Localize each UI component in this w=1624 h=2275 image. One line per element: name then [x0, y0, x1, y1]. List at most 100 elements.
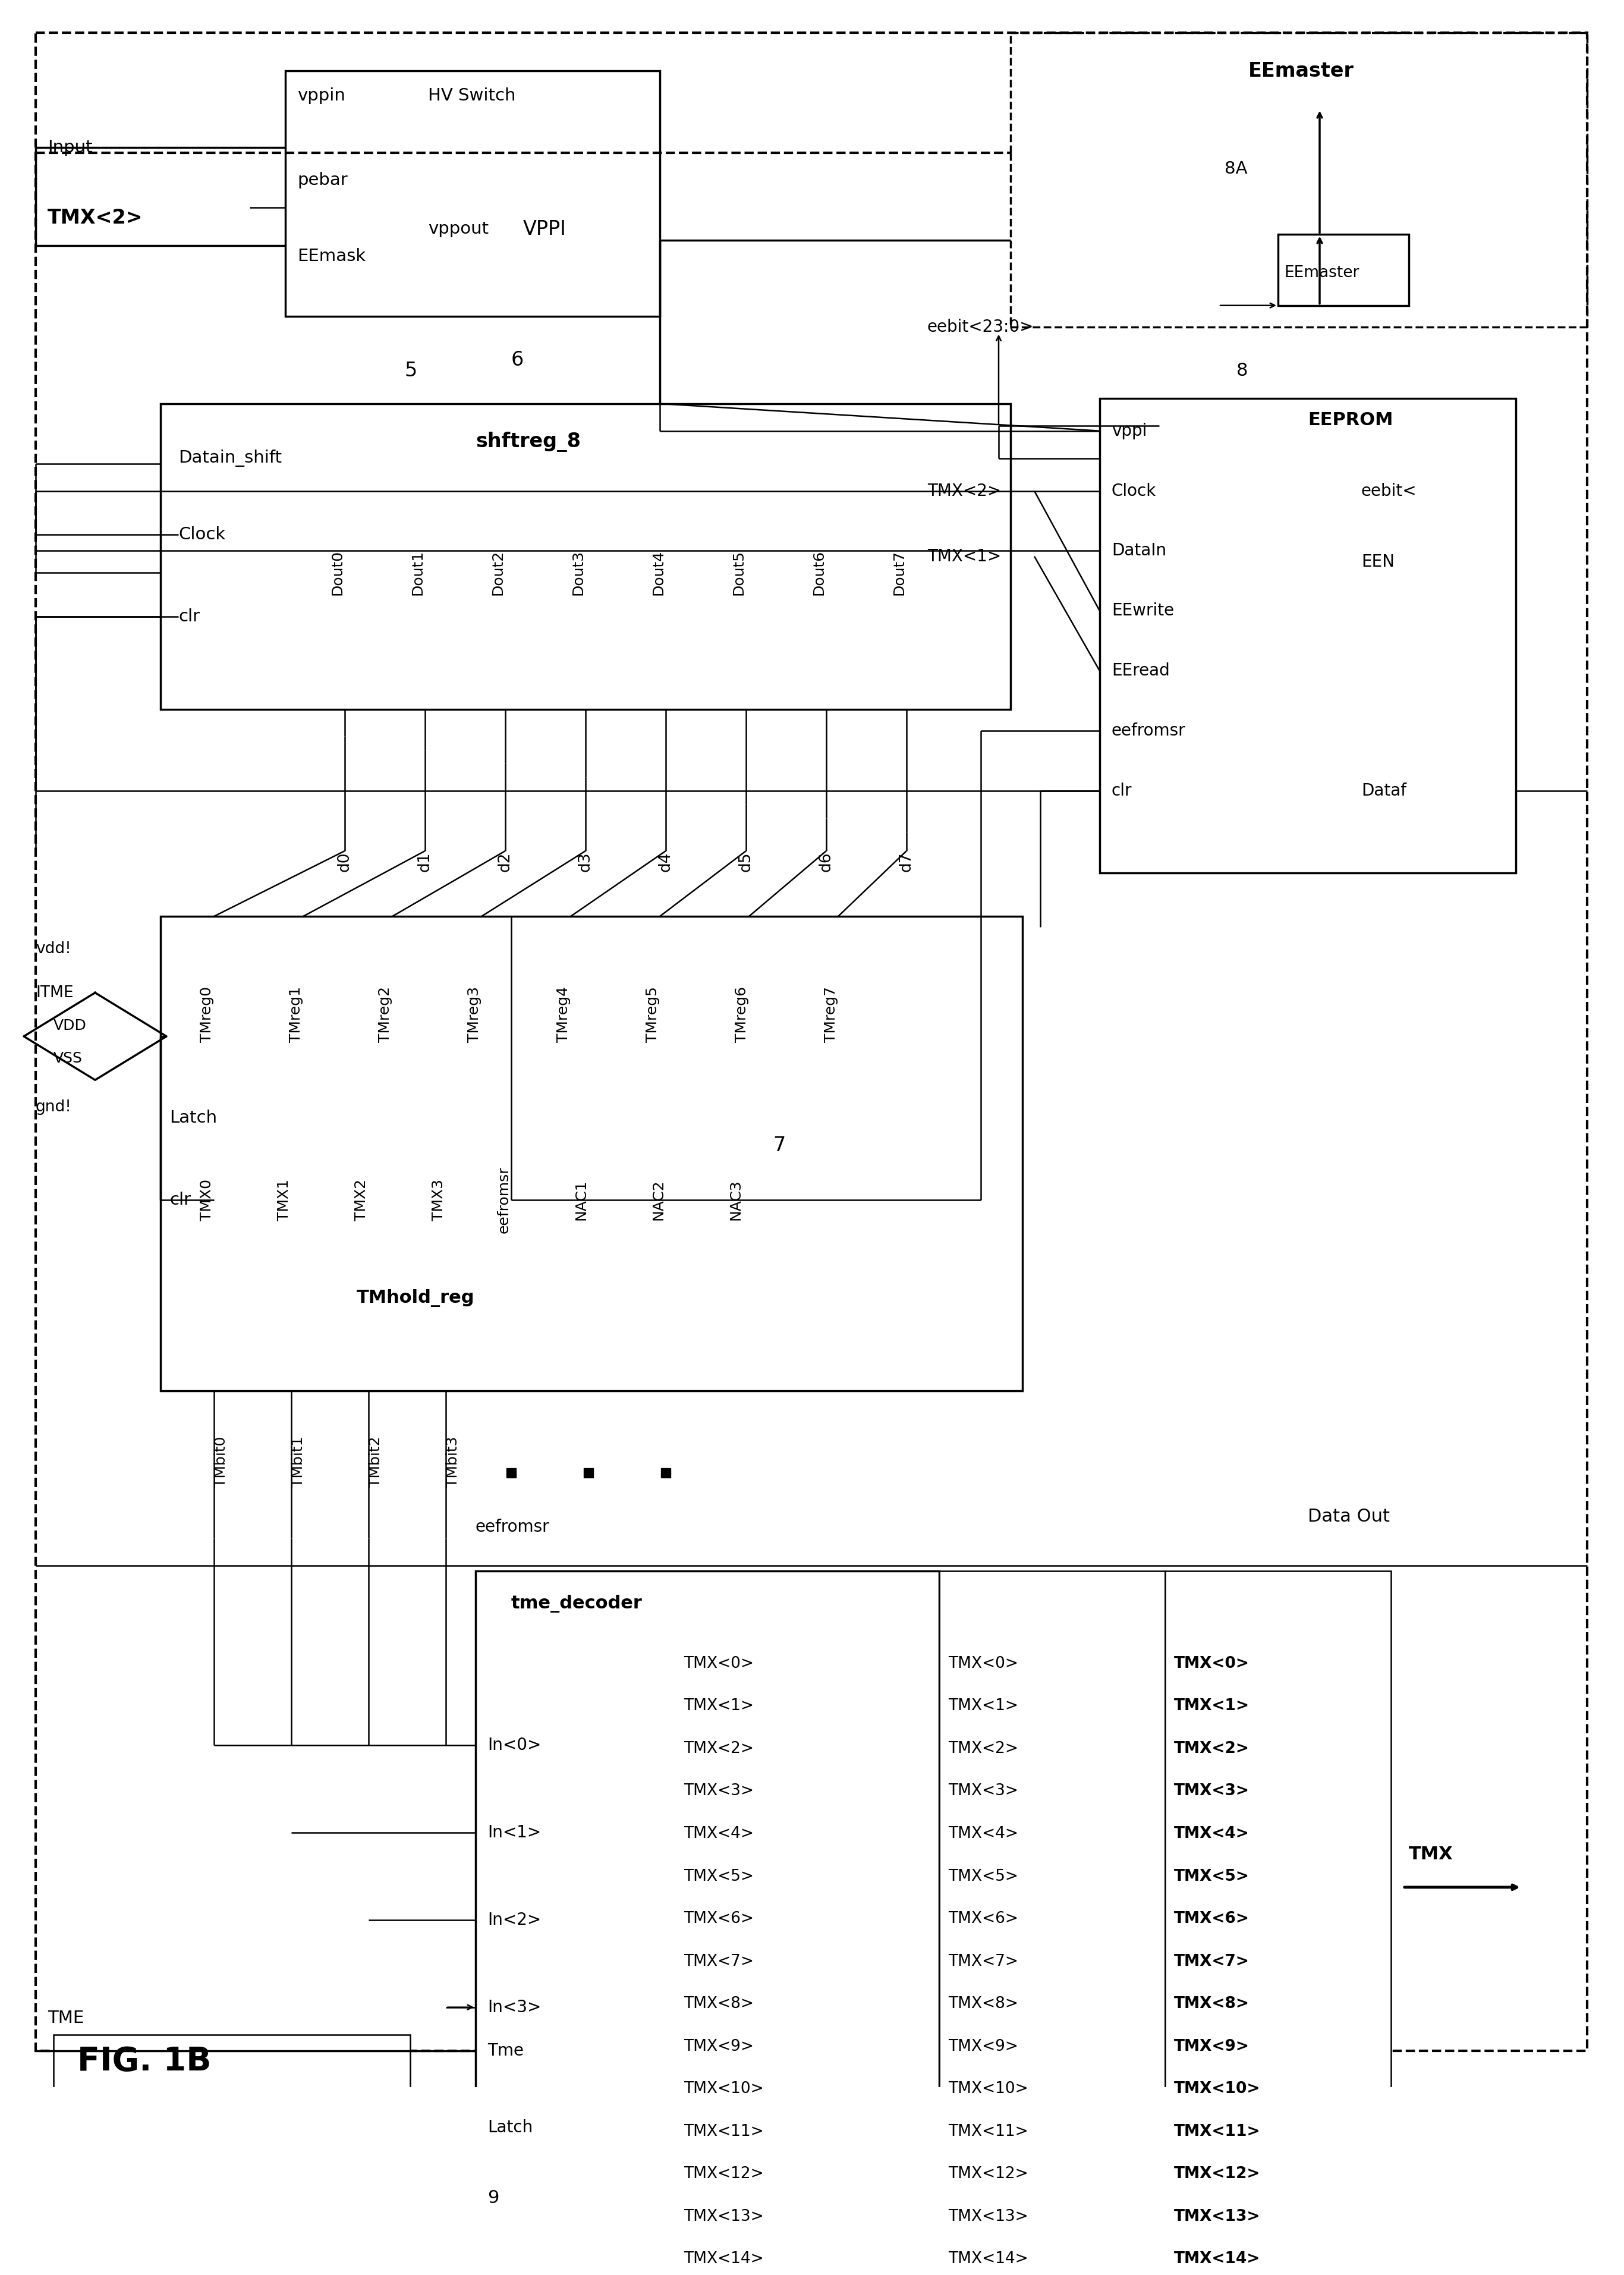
Text: TMX<14>: TMX<14> — [684, 2252, 763, 2266]
Text: TMX<10>: TMX<10> — [1174, 2082, 1260, 2098]
Text: TMbit0: TMbit0 — [214, 1436, 229, 1488]
Text: d1: d1 — [417, 851, 432, 871]
Text: TMX<14>: TMX<14> — [1174, 2252, 1260, 2266]
Text: d4: d4 — [658, 851, 674, 871]
Text: vppout: vppout — [429, 221, 489, 237]
Text: TMX3: TMX3 — [432, 1178, 447, 1222]
Text: d2: d2 — [497, 851, 513, 871]
Text: Dout3: Dout3 — [572, 551, 586, 596]
Text: EEN: EEN — [1361, 553, 1395, 571]
Text: Dout6: Dout6 — [812, 551, 827, 596]
Text: TMX<7>: TMX<7> — [1174, 1954, 1249, 1970]
Text: TMX<12>: TMX<12> — [948, 2166, 1028, 2182]
Text: TMX: TMX — [1408, 1845, 1453, 1863]
Text: TMX<7>: TMX<7> — [948, 1954, 1018, 1970]
Text: TMreg0: TMreg0 — [200, 987, 214, 1042]
Text: TMX<1>: TMX<1> — [948, 1699, 1018, 1713]
Text: Clock: Clock — [179, 526, 226, 544]
Text: Clock: Clock — [1111, 482, 1156, 498]
Text: d3: d3 — [578, 851, 593, 871]
Text: TMX<11>: TMX<11> — [1174, 2125, 1260, 2138]
Text: TMreg5: TMreg5 — [646, 987, 659, 1042]
Text: TMX<11>: TMX<11> — [948, 2125, 1028, 2138]
Text: TMX0: TMX0 — [200, 1178, 214, 1222]
Text: TMX<3>: TMX<3> — [1174, 1784, 1249, 1800]
Text: TME: TME — [47, 2009, 84, 2027]
Text: Datain_shift: Datain_shift — [179, 450, 283, 466]
Text: Data Out: Data Out — [1307, 1508, 1390, 1524]
Text: VDD: VDD — [54, 1019, 86, 1033]
Text: EEmaster: EEmaster — [1249, 61, 1354, 80]
Bar — [1164, 1570, 1392, 2225]
Text: EEwrite: EEwrite — [1111, 603, 1174, 619]
Text: eefromsr: eefromsr — [476, 1520, 549, 1536]
Text: TMX<9>: TMX<9> — [948, 2038, 1018, 2054]
Text: In<0>: In<0> — [487, 1738, 541, 1754]
Text: VSS: VSS — [54, 1051, 83, 1065]
Text: TMreg7: TMreg7 — [823, 987, 838, 1042]
Text: Latch: Latch — [487, 2118, 533, 2136]
Text: TMX<2>: TMX<2> — [47, 209, 143, 228]
Text: d6: d6 — [818, 851, 835, 871]
Text: gnd!: gnd! — [36, 1099, 71, 1115]
Text: shftreg_8: shftreg_8 — [476, 432, 581, 453]
Text: TMX<6>: TMX<6> — [1174, 1911, 1249, 1927]
Text: TMX<4>: TMX<4> — [948, 1827, 1018, 1840]
Text: TMX<10>: TMX<10> — [948, 2082, 1028, 2098]
Text: TMX1: TMX1 — [278, 1178, 291, 1222]
Text: TMX2: TMX2 — [354, 1178, 369, 1222]
Text: TMX<0>: TMX<0> — [948, 1656, 1018, 1672]
Text: eebit<23:0>: eebit<23:0> — [927, 319, 1034, 337]
Text: TMX<9>: TMX<9> — [684, 2038, 754, 2054]
Text: vppin: vppin — [297, 86, 346, 105]
Text: TMX<3>: TMX<3> — [948, 1784, 1018, 1800]
Text: EEmaster: EEmaster — [1285, 264, 1359, 280]
Text: eebit<: eebit< — [1361, 482, 1416, 498]
Text: 6: 6 — [512, 350, 525, 371]
Bar — [1278, 234, 1408, 305]
Text: TMX<14>: TMX<14> — [948, 2252, 1028, 2266]
Text: 9: 9 — [487, 2189, 499, 2207]
Text: TMX<9>: TMX<9> — [1174, 2038, 1249, 2054]
Text: TMX<2>: TMX<2> — [948, 1740, 1018, 1756]
Text: TMX<2>: TMX<2> — [927, 482, 1000, 498]
Text: TMX<0>: TMX<0> — [684, 1656, 754, 1672]
Text: In<3>: In<3> — [487, 2000, 541, 2016]
Text: TMX<10>: TMX<10> — [684, 2082, 763, 2098]
Text: TMreg2: TMreg2 — [378, 987, 393, 1042]
Text: clr: clr — [169, 1192, 192, 1208]
Text: Dout5: Dout5 — [732, 551, 745, 596]
Text: TMbit2: TMbit2 — [369, 1436, 383, 1488]
Text: TMX<1>: TMX<1> — [927, 548, 1000, 564]
Text: NAC2: NAC2 — [651, 1178, 666, 1219]
Bar — [161, 917, 1023, 1390]
Text: TMX<12>: TMX<12> — [1174, 2166, 1260, 2182]
Text: TMX<1>: TMX<1> — [1174, 1699, 1249, 1713]
Text: NAC3: NAC3 — [729, 1178, 744, 1219]
Text: TMX<4>: TMX<4> — [684, 1827, 754, 1840]
Text: Dout7: Dout7 — [892, 551, 906, 596]
Text: TMreg3: TMreg3 — [468, 987, 481, 1042]
Text: TMX<12>: TMX<12> — [684, 2166, 763, 2182]
Text: TMX<5>: TMX<5> — [684, 1868, 754, 1884]
Text: eefromsr: eefromsr — [1111, 723, 1186, 739]
Text: TMbit1: TMbit1 — [291, 1436, 305, 1488]
Bar — [54, 2034, 411, 2100]
Text: TMX<2>: TMX<2> — [1174, 1740, 1249, 1756]
Bar — [939, 1570, 1164, 2225]
Text: TMreg1: TMreg1 — [289, 987, 304, 1042]
Text: Dout4: Dout4 — [651, 551, 666, 596]
Text: d0: d0 — [338, 851, 352, 871]
Bar — [161, 403, 1010, 710]
Text: 8A: 8A — [1224, 162, 1247, 177]
Text: vdd!: vdd! — [36, 942, 71, 958]
Text: Latch: Latch — [169, 1110, 218, 1126]
Text: TMX<8>: TMX<8> — [948, 1995, 1018, 2011]
Text: TMX<7>: TMX<7> — [684, 1954, 754, 1970]
Text: tme_decoder: tme_decoder — [512, 1595, 643, 1613]
Text: In<2>: In<2> — [487, 1911, 541, 1929]
Text: vppi: vppi — [1111, 423, 1147, 439]
Text: TMX<3>: TMX<3> — [684, 1784, 754, 1800]
Text: TMX<13>: TMX<13> — [684, 2209, 763, 2225]
Text: Tme: Tme — [487, 2043, 523, 2059]
